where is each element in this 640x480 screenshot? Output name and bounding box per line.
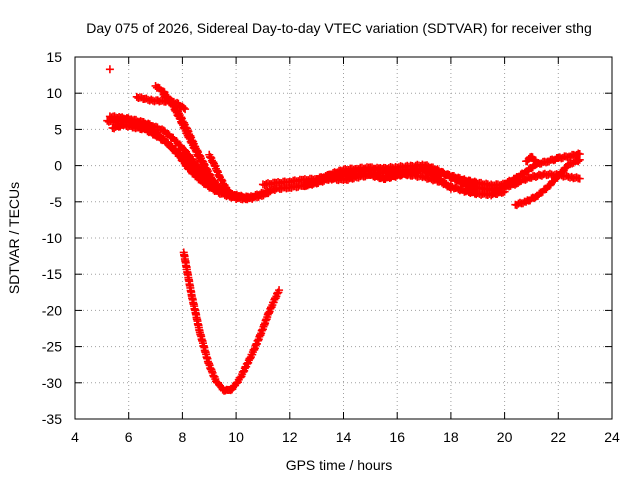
y-tick-label: -35 xyxy=(42,411,62,427)
data-point xyxy=(226,190,235,199)
data-point xyxy=(209,176,218,185)
x-axis-label: GPS time / hours xyxy=(286,457,393,473)
data-point xyxy=(174,109,183,118)
y-tick-label: -15 xyxy=(42,266,62,282)
data-points xyxy=(103,65,584,395)
x-tick-label: 22 xyxy=(551,429,567,445)
data-point xyxy=(275,286,284,295)
data-point xyxy=(174,107,183,116)
data-point xyxy=(532,158,541,167)
x-tick-label: 20 xyxy=(497,429,513,445)
data-point xyxy=(575,174,584,183)
data-point xyxy=(500,187,509,196)
data-point xyxy=(105,65,114,74)
x-tick-label: 24 xyxy=(604,429,620,445)
x-tick-label: 18 xyxy=(443,429,459,445)
data-point xyxy=(179,103,188,112)
data-point xyxy=(531,157,540,166)
data-point xyxy=(181,105,190,114)
axis-ticks: 4 6 8 10 12 14 16 18 20 22 24 15 10 5 0 -5 -10 -15 -20 -25 -… xyxy=(42,49,620,445)
y-tick-label: 0 xyxy=(54,158,62,174)
data-point xyxy=(225,188,234,197)
x-tick-label: 4 xyxy=(71,429,79,445)
data-point xyxy=(574,157,583,166)
grid-lines xyxy=(75,57,612,419)
data-point xyxy=(199,159,208,168)
y-tick-label: 5 xyxy=(54,121,62,137)
data-point xyxy=(445,183,454,192)
x-tick-label: 6 xyxy=(125,429,133,445)
data-point xyxy=(446,184,455,193)
data-point xyxy=(575,155,584,164)
y-tick-label: -30 xyxy=(42,375,62,391)
x-tick-label: 12 xyxy=(282,429,298,445)
x-tick-label: 8 xyxy=(179,429,187,445)
y-axis-label: SDTVAR / TECUs xyxy=(6,182,22,294)
data-point xyxy=(203,165,212,174)
y-tick-label: -5 xyxy=(50,194,63,210)
y-tick-label: -25 xyxy=(42,339,62,355)
data-point xyxy=(170,102,179,111)
x-tick-label: 16 xyxy=(389,429,405,445)
y-tick-label: -20 xyxy=(42,302,62,318)
y-tick-label: 15 xyxy=(46,49,62,65)
x-tick-label: 14 xyxy=(336,429,352,445)
x-tick-label: 10 xyxy=(228,429,244,445)
chart-title: Day 075 of 2026, Sidereal Day-to-day VTE… xyxy=(86,20,592,36)
y-tick-label: -10 xyxy=(42,230,62,246)
y-tick-label: 10 xyxy=(46,85,62,101)
